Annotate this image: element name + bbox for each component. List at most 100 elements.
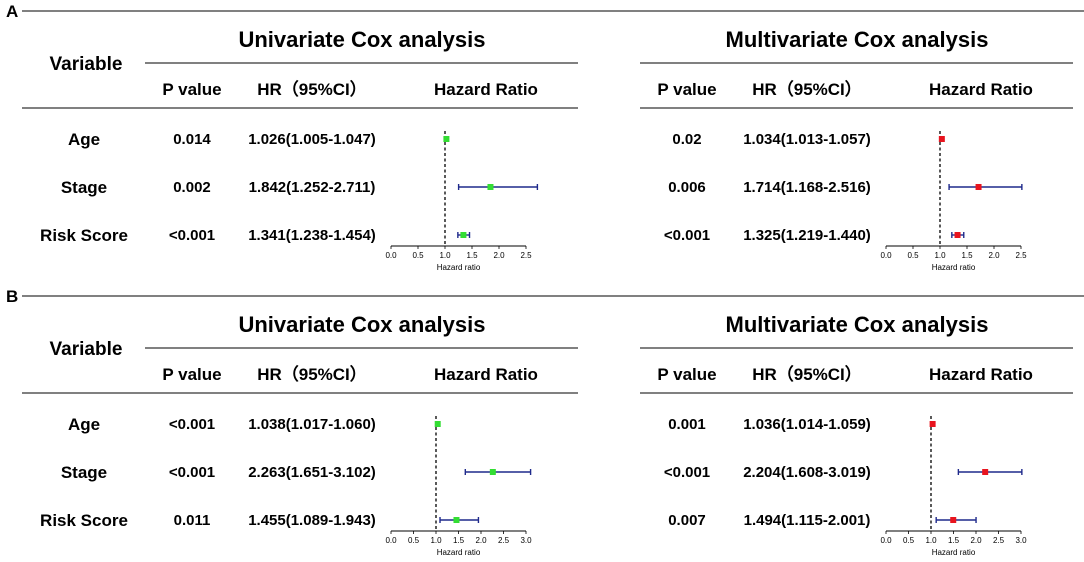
hr-ci-cell: 1.341(1.238-1.454) [248,227,376,244]
x-tick-label: 0.0 [385,251,397,260]
x-tick-label: 1.5 [453,536,465,545]
hr-marker [950,517,957,523]
hr-marker [434,421,441,427]
hr-marker [487,184,494,190]
hr-marker [929,421,936,427]
col-header-p-value: P value [162,80,221,99]
x-tick-label: 2.0 [970,536,982,545]
forest-plot: 0.0 0.5 1.0 1.5 2.0 2.5 Hazard ratio [880,131,1027,272]
x-tick-label: 0.0 [385,536,397,545]
univariate-section: Univariate Cox analysis P value HR（95%CI） H… [145,312,578,557]
col-header-hazard-ratio: Hazard Ratio [434,365,538,384]
col-header-hr: HR（95%CI） [257,364,367,384]
hr-ci-cell: 2.204(1.608-3.019) [743,464,871,481]
p-value-cell: 0.002 [173,179,211,196]
p-value-cell: 0.007 [668,512,706,529]
x-tick-label: 1.5 [961,251,973,260]
p-value-cell: <0.001 [664,227,710,244]
hr-ci-cell: 1.494(1.115-2.001) [744,512,871,529]
p-value-cell: 0.014 [173,131,211,148]
col-header-p-value: P value [657,80,716,99]
p-value-cell: <0.001 [169,416,215,433]
row-label-risk-score: Risk Score [40,226,128,245]
col-header-p-value: P value [657,365,716,384]
row-label-risk-score: Risk Score [40,511,128,530]
x-tick-label: 2.5 [1015,251,1027,260]
x-axis-label: Hazard ratio [932,548,976,557]
x-tick-label: 0.5 [408,536,420,545]
variable-header: Variable [50,339,123,360]
x-tick-label: 0.5 [412,251,424,260]
row-label-stage: Stage [61,463,107,482]
x-tick-label: 1.0 [439,251,451,260]
p-value-cell: 0.006 [668,179,706,196]
x-axis-label: Hazard ratio [932,263,976,272]
hr-marker [954,232,961,238]
hr-marker [453,517,460,523]
hr-marker [975,184,982,190]
hr-ci-cell: 1.714(1.168-2.516) [743,179,871,196]
panel-label: B [6,287,18,306]
forest-plot: 0.0 0.5 1.0 1.5 2.0 2.5 3.0 Hazard ratio [880,416,1027,557]
hr-marker [489,469,496,475]
x-tick-label: 1.0 [925,536,937,545]
row-label-age: Age [68,130,100,149]
panel-b: B Variable Age Stage Risk Score Univariate Co… [6,287,1084,557]
x-axis-label: Hazard ratio [437,263,481,272]
x-tick-label: 2.0 [493,251,505,260]
col-header-hr: HR（95%CI） [752,79,862,99]
x-tick-label: 2.0 [988,251,1000,260]
panel-label: A [6,2,18,21]
hr-ci-cell: 1.038(1.017-1.060) [248,416,376,433]
hr-ci-cell: 1.034(1.013-1.057) [743,131,871,148]
col-header-hr: HR（95%CI） [257,79,367,99]
x-tick-label: 0.5 [907,251,919,260]
forest-plot: 0.0 0.5 1.0 1.5 2.0 2.5 Hazard ratio [385,131,539,272]
row-label-stage: Stage [61,178,107,197]
p-value-cell: <0.001 [169,227,215,244]
x-tick-label: 3.0 [1015,536,1027,545]
hr-ci-cell: 1.036(1.014-1.059) [743,416,871,433]
analysis-title: Univariate Cox analysis [238,27,485,52]
univariate-section: Univariate Cox analysis P value HR（95%CI） H… [145,27,578,272]
x-tick-label: 1.0 [934,251,946,260]
x-tick-label: 1.5 [466,251,478,260]
hr-ci-cell: 1.455(1.089-1.943) [248,512,376,529]
x-tick-label: 2.5 [993,536,1005,545]
panel-a: A Variable Age Stage Risk Score Univariate Co… [6,2,1084,272]
multivariate-section: Multivariate Cox analysis P value HR（95%CI… [640,312,1073,557]
analysis-title: Multivariate Cox analysis [726,27,989,52]
p-value-cell: <0.001 [664,464,710,481]
analysis-title: Multivariate Cox analysis [726,312,989,337]
col-header-hazard-ratio: Hazard Ratio [434,80,538,99]
p-value-cell: 0.011 [174,512,211,529]
p-value-cell: 0.001 [668,416,706,433]
variable-header: Variable [50,54,123,75]
x-tick-label: 0.0 [880,536,892,545]
hr-ci-cell: 1.842(1.252-2.711) [249,179,376,196]
hr-marker [982,469,989,475]
hr-ci-cell: 1.325(1.219-1.440) [743,227,871,244]
hr-marker [443,136,450,142]
x-tick-label: 0.0 [880,251,892,260]
hr-ci-cell: 1.026(1.005-1.047) [248,131,376,148]
multivariate-section: Multivariate Cox analysis P value HR（95%CI… [640,27,1073,272]
x-tick-label: 3.0 [520,536,532,545]
col-header-hazard-ratio: Hazard Ratio [929,80,1033,99]
col-header-p-value: P value [162,365,221,384]
x-tick-label: 2.5 [498,536,510,545]
x-axis-label: Hazard ratio [437,548,481,557]
p-value-cell: 0.02 [672,131,701,148]
col-header-hazard-ratio: Hazard Ratio [929,365,1033,384]
x-tick-label: 2.0 [475,536,487,545]
col-header-hr: HR（95%CI） [752,364,862,384]
hr-marker [460,232,467,238]
hr-ci-cell: 2.263(1.651-3.102) [248,464,376,481]
x-tick-label: 1.0 [430,536,442,545]
forest-plot: 0.0 0.5 1.0 1.5 2.0 2.5 3.0 Hazard ratio [385,416,532,557]
x-tick-label: 0.5 [903,536,915,545]
x-tick-label: 2.5 [520,251,532,260]
x-tick-label: 1.5 [948,536,960,545]
p-value-cell: <0.001 [169,464,215,481]
